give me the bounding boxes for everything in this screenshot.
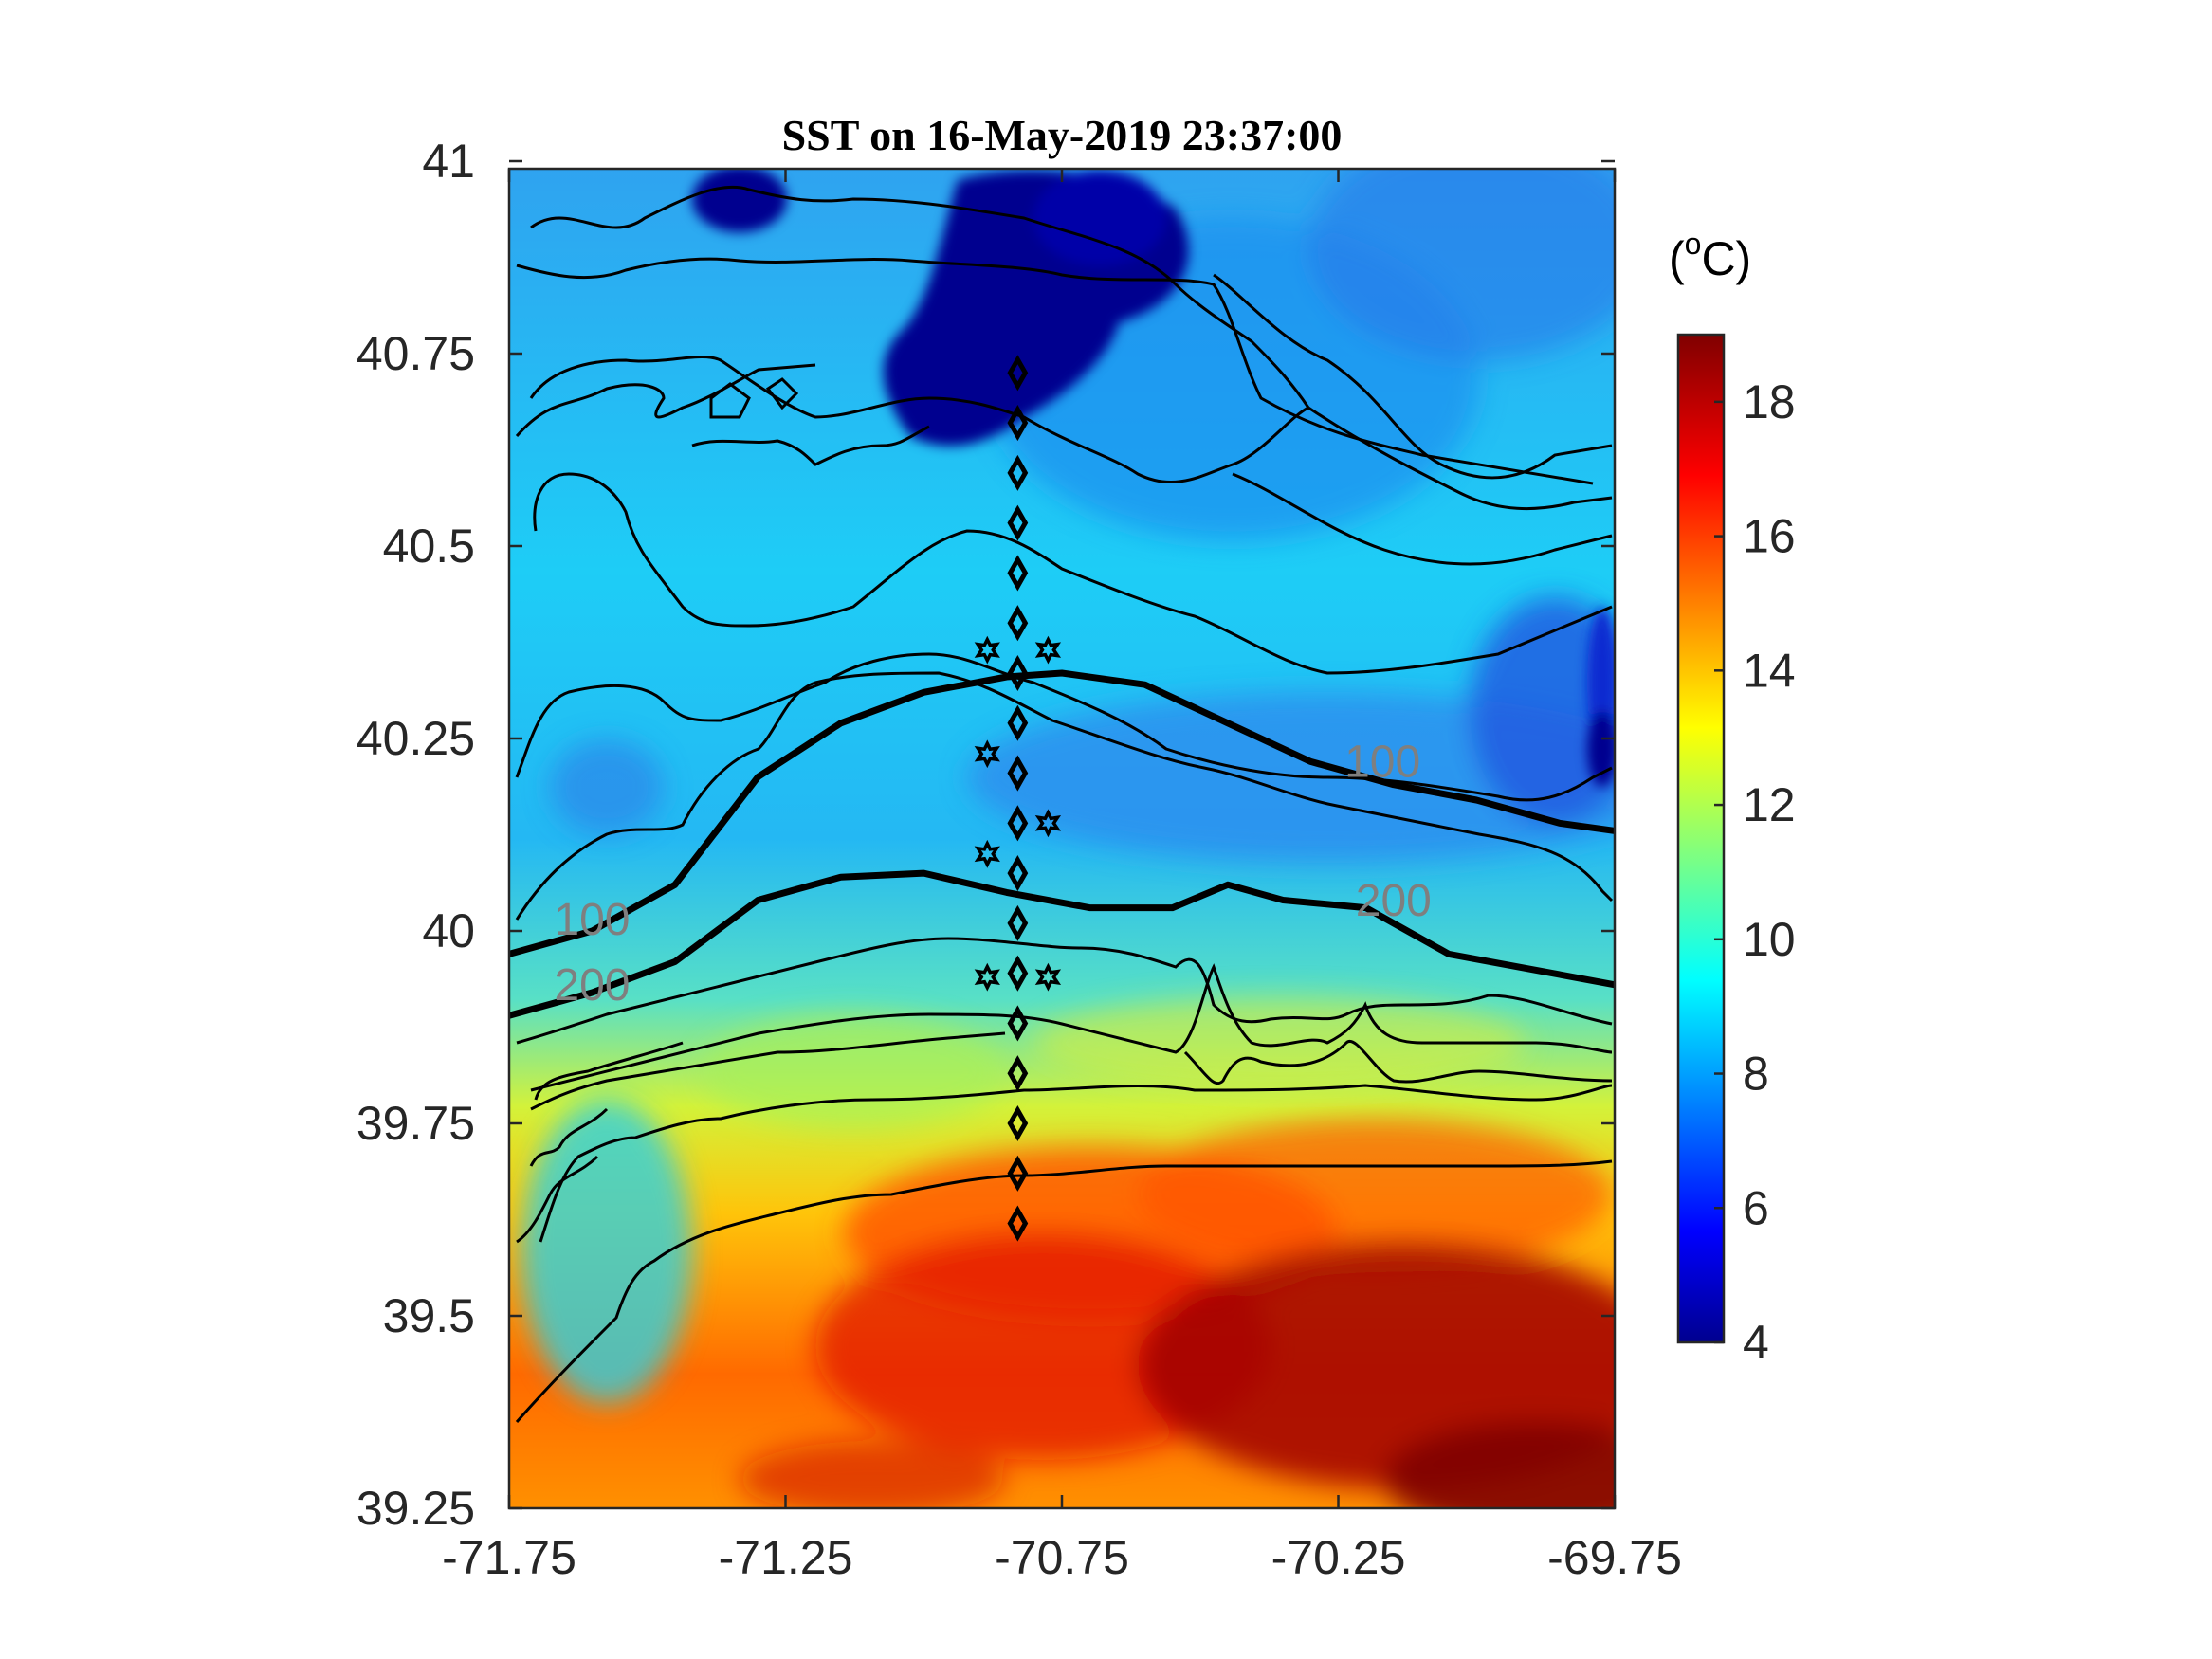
isobath-label: 200 <box>554 960 630 1011</box>
isobath-labels: 100 200 100 200 <box>554 738 1431 1011</box>
colorbar-tick-label: 6 <box>1743 1181 1769 1234</box>
y-tick-label: 40.75 <box>356 327 475 380</box>
colorbar: 4 6 8 10 12 14 16 18 (oC) <box>1669 227 1796 1369</box>
isobath-lines <box>509 669 1615 1019</box>
chart-title: SST on 16-May-2019 23:37:00 <box>782 111 1343 159</box>
isobath-label: 100 <box>1344 738 1420 788</box>
isobath-100 <box>509 669 1615 957</box>
colorbar-ticks: 4 6 8 10 12 14 16 18 <box>1714 375 1796 1369</box>
colorbar-tick-label: 16 <box>1743 510 1796 563</box>
colorbar-tick-label: 8 <box>1743 1048 1769 1101</box>
y-tick-label: 41 <box>422 135 475 188</box>
colorbar-tick-label: 18 <box>1743 375 1796 428</box>
isobath-label: 200 <box>1356 876 1432 926</box>
x-axis: -71.75 -71.25 -70.75 -70.25 -69.75 <box>442 169 1682 1584</box>
isotherm-lines <box>515 185 1614 1423</box>
y-axis: 39.25 39.5 39.75 40 40.25 40.5 40.75 41 <box>356 135 1615 1535</box>
colorbar-tick-label: 12 <box>1743 778 1796 831</box>
isobath-200 <box>509 869 1615 1019</box>
isobath-label: 100 <box>554 895 630 945</box>
sst-field <box>509 169 1615 1508</box>
colorbar-tick-label: 10 <box>1743 913 1796 966</box>
x-tick-label: -70.75 <box>995 1531 1129 1584</box>
x-tick-label: -69.75 <box>1547 1531 1682 1584</box>
y-tick-label: 39.75 <box>356 1097 475 1150</box>
x-tick-label: -71.75 <box>442 1531 576 1584</box>
y-tick-label: 39.5 <box>383 1289 475 1342</box>
y-tick-label: 39.25 <box>356 1482 475 1535</box>
colorbar-unit-label: (oC) <box>1669 227 1751 285</box>
colorbar-tick-label: 14 <box>1743 644 1796 697</box>
y-tick-label: 40.25 <box>356 712 475 765</box>
colorbar-tick-label: 4 <box>1743 1316 1769 1369</box>
y-tick-label: 40 <box>422 904 475 957</box>
x-tick-label: -70.25 <box>1271 1531 1406 1584</box>
x-tick-label: -71.25 <box>719 1531 853 1584</box>
colorbar-gradient <box>1676 333 1726 1344</box>
y-tick-label: 40.5 <box>383 520 475 573</box>
